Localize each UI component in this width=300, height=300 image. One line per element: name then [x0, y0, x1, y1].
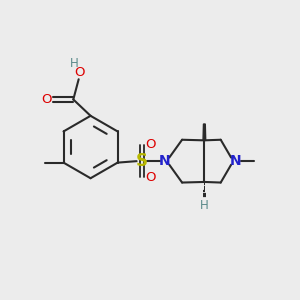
Text: O: O [74, 66, 85, 79]
Text: O: O [41, 93, 52, 106]
Text: O: O [145, 171, 155, 184]
Text: H: H [70, 57, 79, 70]
Text: N: N [230, 154, 242, 168]
Text: O: O [145, 138, 155, 151]
Text: H: H [200, 199, 209, 212]
Polygon shape [203, 124, 206, 140]
Text: S: S [136, 152, 148, 170]
Text: N: N [158, 154, 170, 168]
